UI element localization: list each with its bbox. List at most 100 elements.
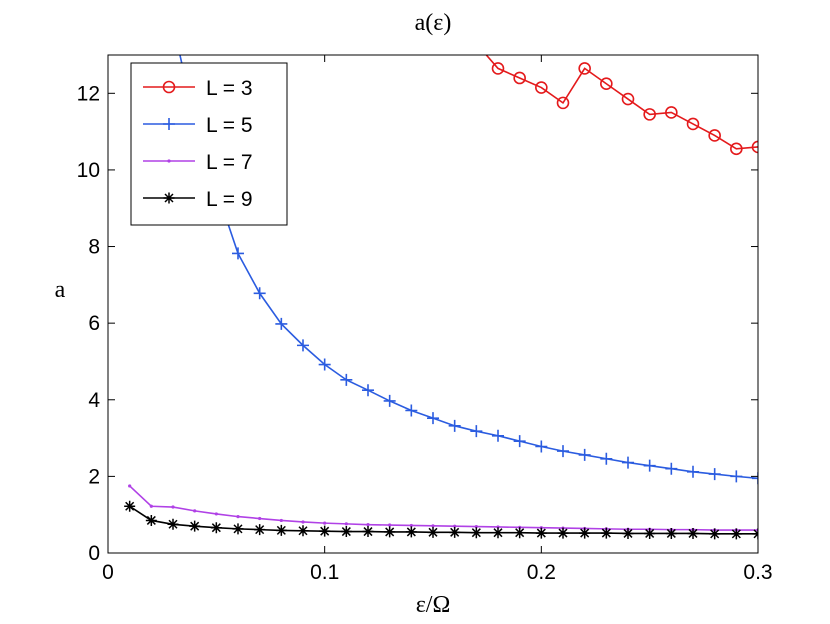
data-point-l-7 bbox=[279, 518, 283, 523]
y-axis-title: a bbox=[55, 277, 66, 303]
data-point-l-5 bbox=[362, 384, 374, 397]
data-point-l-5 bbox=[297, 339, 309, 352]
data-point-l-9 bbox=[492, 527, 504, 539]
plot-frame bbox=[107, 54, 759, 554]
data-point-l-9 bbox=[319, 525, 331, 537]
data-point-l-3 bbox=[643, 108, 656, 121]
data-point-l-5 bbox=[513, 435, 526, 448]
data-point-l-5 bbox=[253, 287, 266, 300]
legend-label: L = 7 bbox=[206, 151, 253, 174]
data-point-l-9 bbox=[340, 526, 352, 538]
x-tick-label: 0 bbox=[102, 561, 114, 584]
data-point-l-3 bbox=[600, 77, 613, 91]
data-point-l-9 bbox=[622, 527, 634, 539]
chart-title: a(ε) bbox=[415, 10, 452, 36]
data-point-l-5 bbox=[643, 459, 656, 472]
data-point-l-3 bbox=[751, 140, 758, 154]
data-point-l-7 bbox=[431, 524, 435, 528]
data-point-l-7 bbox=[149, 504, 153, 508]
legend-label: L = 3 bbox=[206, 77, 253, 100]
data-point-l-5 bbox=[730, 470, 743, 483]
data-point-l-3 bbox=[730, 142, 743, 156]
y-tick-label: 4 bbox=[88, 389, 100, 412]
data-point-l-7 bbox=[193, 509, 197, 513]
data-point-l-9 bbox=[535, 527, 547, 539]
legend-marker bbox=[163, 192, 175, 204]
data-point-l-9 bbox=[600, 527, 612, 539]
y-tick-label: 2 bbox=[88, 465, 100, 488]
data-point-l-5 bbox=[578, 448, 591, 461]
data-point-l-7 bbox=[214, 512, 218, 516]
data-point-l-5 bbox=[752, 472, 758, 485]
x-tick-label: 0.1 bbox=[310, 561, 339, 584]
data-point-l-3 bbox=[665, 106, 678, 119]
data-point-l-3 bbox=[491, 62, 505, 75]
series-l-3 bbox=[471, 38, 758, 156]
data-point-l-5 bbox=[232, 247, 244, 260]
legend-label: L = 5 bbox=[206, 114, 253, 137]
y-tick-label: 10 bbox=[77, 159, 100, 182]
data-point-l-9 bbox=[449, 526, 461, 538]
legend-label: L = 9 bbox=[206, 188, 253, 211]
data-point-l-5 bbox=[318, 358, 331, 371]
data-point-l-5 bbox=[405, 404, 418, 417]
data-point-l-5 bbox=[535, 440, 548, 453]
data-point-l-5 bbox=[557, 445, 569, 458]
data-point-l-5 bbox=[448, 419, 461, 432]
data-point-l-9 bbox=[405, 526, 417, 538]
data-point-l-7 bbox=[388, 523, 392, 527]
legend-marker bbox=[163, 118, 175, 130]
legend: L = 3 L = 5 L = 7 L = 9 bbox=[130, 62, 288, 226]
data-point-l-3 bbox=[535, 81, 548, 94]
data-point-l-5 bbox=[340, 373, 353, 386]
data-point-l-7 bbox=[301, 520, 305, 524]
data-point-l-7 bbox=[409, 523, 413, 528]
data-point-l-3 bbox=[513, 71, 526, 85]
y-tick-label: 8 bbox=[88, 236, 100, 259]
data-point-l-9 bbox=[189, 520, 201, 532]
data-point-l-9 bbox=[275, 524, 287, 536]
data-point-l-9 bbox=[730, 528, 742, 540]
data-point-l-9 bbox=[362, 526, 374, 538]
data-point-l-7 bbox=[453, 524, 457, 528]
data-point-l-9 bbox=[297, 525, 309, 537]
legend-item-l-5: L = 5 bbox=[143, 114, 253, 137]
series-line-l-5 bbox=[179, 55, 758, 480]
legend-marker bbox=[167, 159, 171, 163]
data-point-l-9 bbox=[210, 522, 222, 534]
data-point-l-7 bbox=[236, 515, 240, 519]
data-point-l-7 bbox=[128, 484, 132, 488]
series-line-l-3 bbox=[485, 55, 758, 150]
data-point-l-9 bbox=[254, 524, 266, 536]
data-point-l-3 bbox=[708, 129, 721, 142]
y-tick-label: 0 bbox=[88, 542, 100, 565]
data-point-l-5 bbox=[275, 317, 288, 330]
data-point-l-9 bbox=[384, 526, 396, 538]
data-point-l-9 bbox=[232, 523, 244, 535]
data-point-l-5 bbox=[687, 465, 699, 478]
data-point-l-3 bbox=[686, 117, 700, 131]
data-point-l-7 bbox=[366, 523, 370, 527]
data-point-l-7 bbox=[344, 522, 348, 526]
data-point-l-9 bbox=[124, 500, 136, 512]
legend-item-l-7: L = 7 bbox=[143, 151, 253, 174]
x-tick-label: 0.2 bbox=[527, 561, 556, 584]
data-point-l-3 bbox=[471, 38, 482, 49]
legend-item-l-9: L = 9 bbox=[143, 188, 253, 211]
data-point-l-9 bbox=[514, 527, 526, 539]
legend-item-l-3: L = 3 bbox=[143, 77, 253, 100]
legend-marker bbox=[162, 80, 176, 94]
data-point-l-9 bbox=[709, 528, 721, 540]
data-point-l-9 bbox=[145, 514, 157, 526]
data-point-l-9 bbox=[557, 527, 569, 539]
data-point-l-5 bbox=[167, 18, 179, 30]
data-point-l-5 bbox=[470, 425, 483, 438]
data-point-l-3 bbox=[556, 96, 570, 110]
data-point-l-3 bbox=[621, 92, 635, 106]
data-point-l-5 bbox=[708, 468, 721, 481]
x-tick-label: 0.3 bbox=[743, 561, 772, 584]
data-point-l-9 bbox=[579, 527, 591, 539]
x-axis-title: ε/Ω bbox=[416, 592, 451, 618]
data-point-l-5 bbox=[383, 394, 396, 407]
